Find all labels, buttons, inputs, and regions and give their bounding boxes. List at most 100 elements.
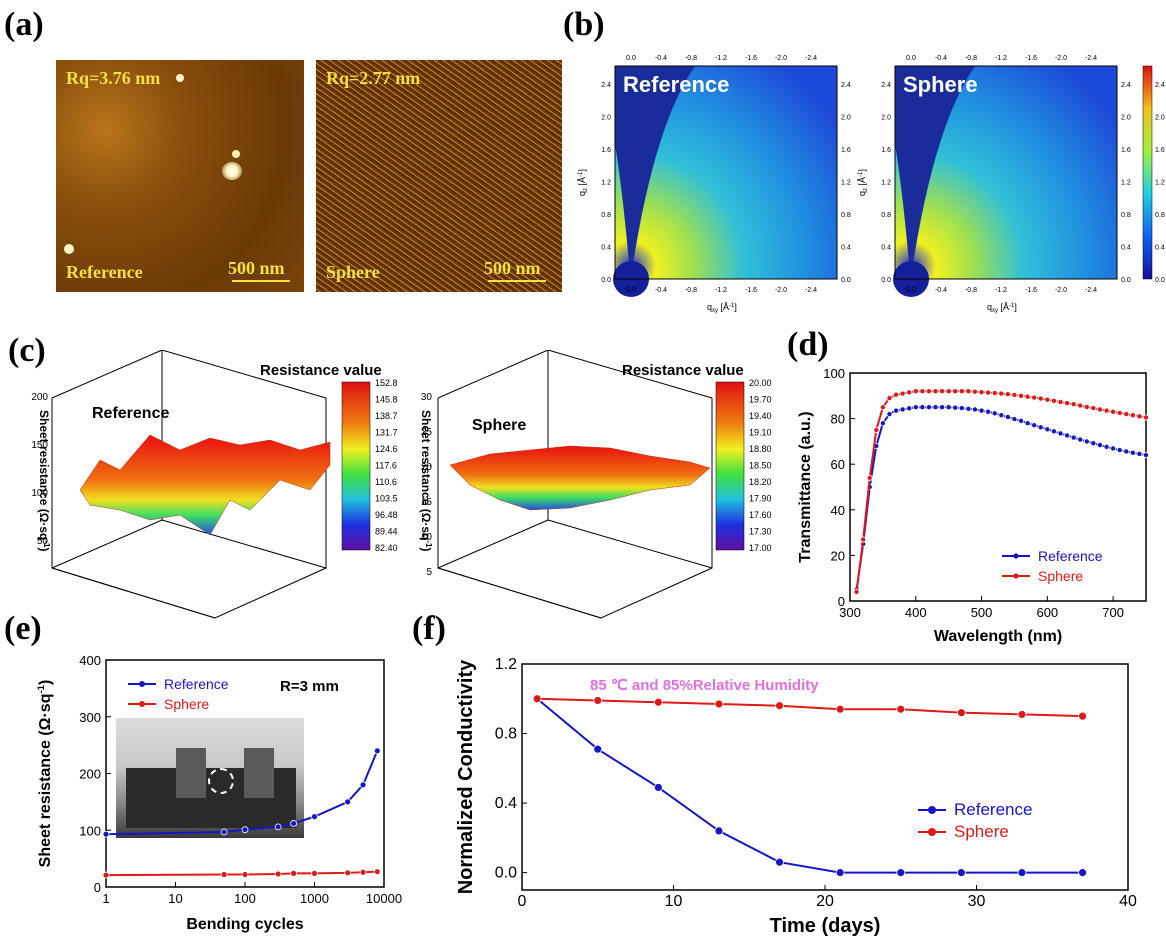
- afm-rq-reference: Rq=3.76 nm: [66, 68, 161, 88]
- giwaxs-colorbar-tick: 0.8: [1155, 212, 1165, 219]
- data-point: [1110, 408, 1117, 415]
- data-point: [274, 823, 282, 831]
- data-point: [1018, 417, 1025, 424]
- data-point: [925, 388, 932, 395]
- afm-particle: [64, 244, 74, 254]
- surface-colorbar-tick: 145.8: [375, 395, 398, 405]
- y-tick-label: 0: [838, 594, 845, 609]
- x-axis-label: Wavelength (nm): [934, 628, 1062, 645]
- giwaxs-bottom-tick: -0.4: [655, 287, 667, 294]
- surface3d-figure: Reference Resistance value Sheet resista…: [31, 350, 772, 619]
- x-tick-label: 20: [816, 893, 834, 910]
- series-line: [537, 697, 1083, 718]
- data-point: [1090, 405, 1097, 412]
- data-point: [965, 388, 972, 395]
- data-point: [1018, 392, 1025, 399]
- data-point: [1096, 442, 1103, 449]
- data-point: [879, 420, 886, 427]
- giwaxs-ylabel: qz [Å-1]: [577, 169, 589, 196]
- data-point: [311, 869, 318, 877]
- annotation: 85 ℃ and 85%Relative Humidity: [590, 677, 819, 694]
- surface3d-sphere: Sphere Resistance value Sheet resistance…: [419, 350, 745, 619]
- data-point: [1129, 449, 1136, 456]
- data-point: [1077, 402, 1084, 409]
- afm-image-reference: Rq=3.76 nm Reference 500 nm: [56, 60, 304, 292]
- y-tick-label: 80: [831, 412, 845, 427]
- surface-colorbar-tick: 18.80: [749, 444, 772, 454]
- giwaxs-y-tick-right: 2.0: [1121, 115, 1131, 122]
- data-point: [896, 868, 906, 878]
- data-point: [220, 828, 228, 836]
- data-point: [899, 406, 906, 413]
- data-point: [1142, 414, 1149, 421]
- panel-label-c: (c): [8, 332, 46, 369]
- giwaxs-y-tick: 0.4: [601, 245, 611, 252]
- chart-transmittance: 300 400 500 600 700 0 20 40 60 80 100 Wavelength (n…: [797, 366, 1149, 645]
- data-point: [1077, 436, 1084, 443]
- giwaxs-y-tick-right: 1.2: [841, 180, 851, 187]
- giwaxs-y-tick: 1.6: [881, 147, 891, 154]
- x-tick-label: 500: [971, 605, 993, 620]
- data-point: [775, 857, 784, 867]
- surface-colorbar-tick: 110.6: [375, 477, 397, 487]
- x-tick-label: 1000: [300, 891, 329, 906]
- y-tick-label: 300: [79, 710, 101, 725]
- surface-colorbar-sphere: [715, 381, 745, 551]
- x-tick-label: 10000: [366, 891, 402, 906]
- data-point: [886, 395, 893, 402]
- data-point: [991, 390, 998, 397]
- data-point: [985, 408, 992, 415]
- giwaxs-shadow: [615, 66, 695, 264]
- data-point: [912, 388, 919, 395]
- data-point: [978, 407, 985, 414]
- data-point: [653, 783, 663, 792]
- surface-colorbar-tick: 19.40: [749, 411, 772, 421]
- afm-scale-bar: [232, 280, 290, 282]
- data-point: [985, 389, 992, 396]
- legend-marker: [1013, 573, 1019, 579]
- data-point: [1116, 409, 1123, 416]
- data-point: [860, 536, 867, 543]
- data-point: [925, 404, 932, 411]
- data-point: [1004, 414, 1011, 421]
- surface-colorbar-tick: 103.5: [375, 494, 398, 504]
- x-tick-label: 40: [1119, 893, 1137, 910]
- panel-label-d: (d): [787, 326, 829, 363]
- y-axis-label: Sheet resistance (Ω·sq-1): [36, 680, 54, 868]
- data-point: [1090, 440, 1097, 447]
- data-point: [102, 830, 110, 838]
- data-point: [873, 427, 880, 434]
- legend-marker: [139, 681, 145, 687]
- x-tick-label: 100: [234, 891, 256, 906]
- data-point: [998, 412, 1005, 419]
- afm-particle: [232, 150, 240, 158]
- giwaxs-top-tick: -0.8: [965, 55, 977, 62]
- series-line: [105, 750, 379, 836]
- data-point: [896, 704, 906, 714]
- surface-colorbar-tick: 124.6: [375, 444, 398, 454]
- giwaxs-y-tick-right: 2.4: [841, 82, 851, 89]
- panel-label-e: (e): [4, 610, 42, 647]
- data-point: [932, 404, 939, 411]
- annotation: R=3 mm: [280, 678, 339, 695]
- giwaxs-bottom-tick: -2.0: [775, 287, 787, 294]
- surface-z-tick: 5: [426, 567, 432, 578]
- surface-colorbar-tick: 82.40: [375, 543, 398, 553]
- surface-colorbar-tick: 19.10: [749, 428, 772, 438]
- data-point: [1103, 407, 1110, 414]
- giwaxs-colorbar-tick: 2.0: [1155, 115, 1165, 122]
- surface-colorbar-reference: [341, 381, 371, 551]
- giwaxs-y-tick-right: 2.4: [1121, 82, 1131, 89]
- giwaxs-top-tick: -0.8: [685, 55, 697, 62]
- surface-z-tick: 100: [31, 488, 48, 499]
- data-point: [1050, 397, 1057, 404]
- data-point: [1083, 403, 1090, 410]
- surface-colorbar-tick: 89.44: [375, 527, 398, 537]
- legend-marker: [928, 806, 936, 814]
- giwaxs-y-tick-right: 0.4: [841, 245, 851, 252]
- afm-scale-bar: [488, 280, 546, 282]
- x-tick-label: 600: [1036, 605, 1058, 620]
- surface-mesh: [449, 445, 711, 511]
- giwaxs-top-tick: -2.0: [775, 55, 787, 62]
- data-point: [241, 826, 249, 834]
